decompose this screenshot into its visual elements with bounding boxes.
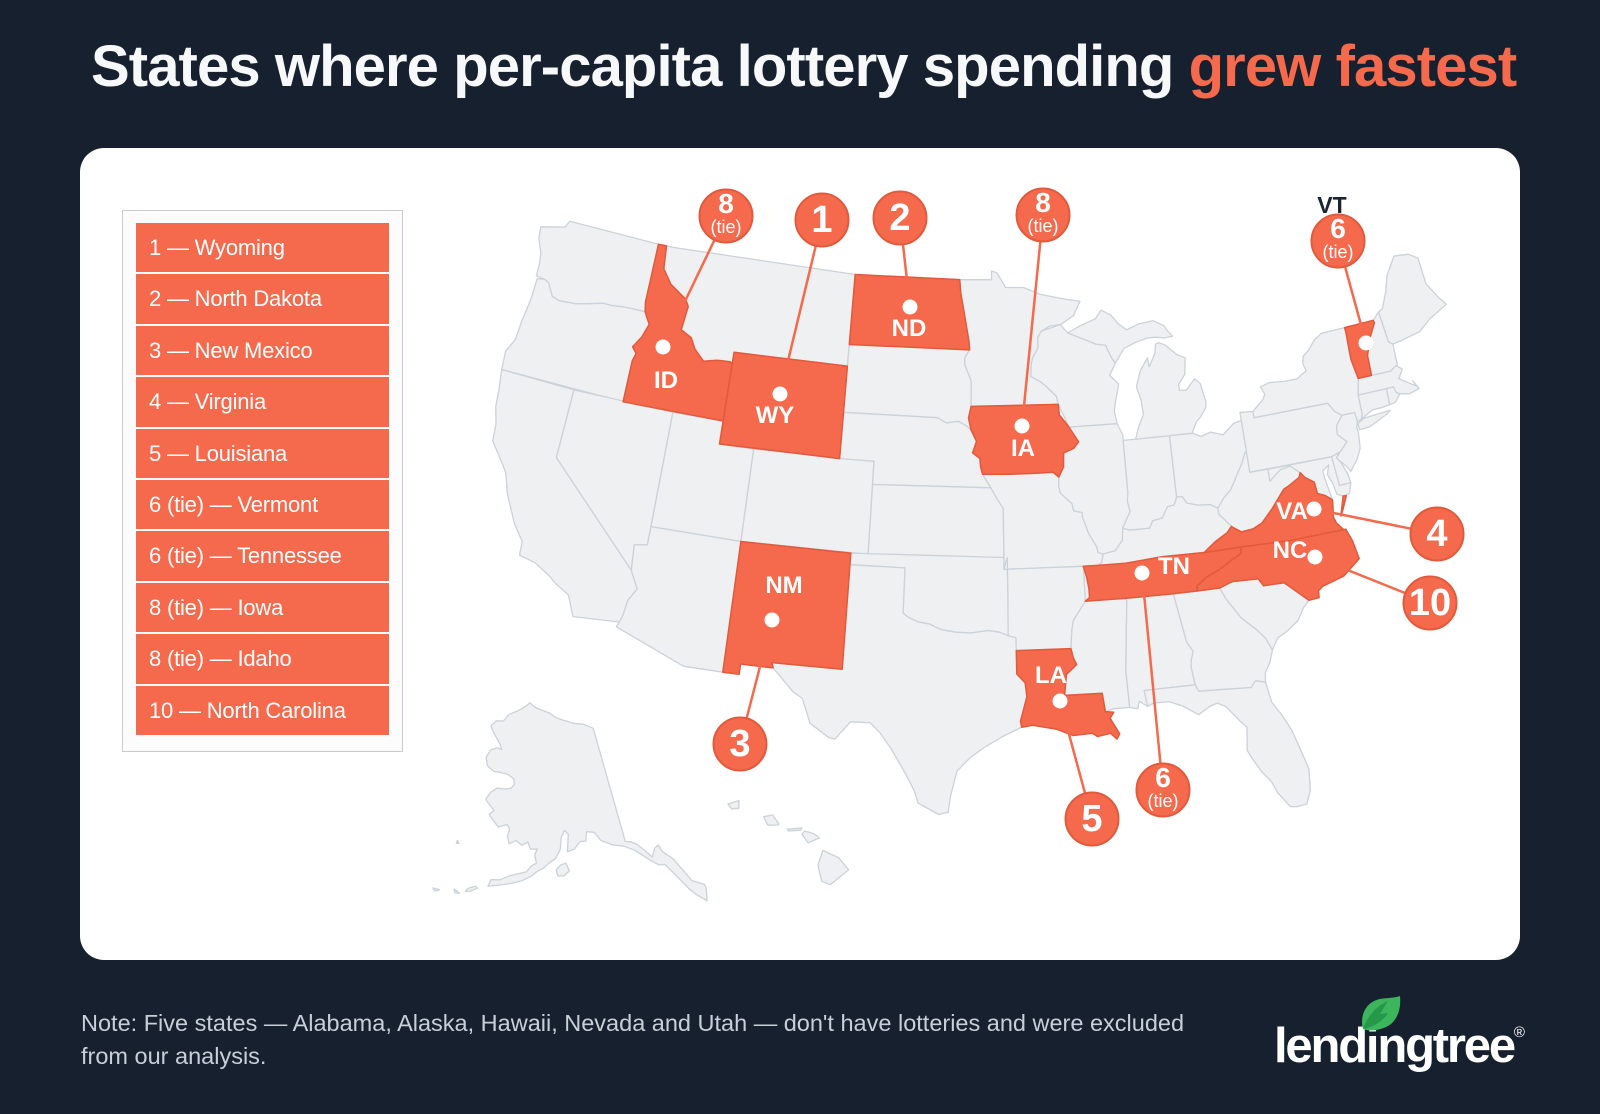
svg-text:ID: ID (654, 367, 678, 394)
svg-text:8: 8 (718, 188, 734, 219)
svg-text:TN: TN (1158, 553, 1190, 580)
svg-text:WY: WY (756, 402, 795, 429)
svg-text:(tie): (tie) (711, 217, 742, 237)
svg-text:2: 2 (889, 197, 910, 239)
svg-text:(tie): (tie) (1323, 242, 1354, 262)
svg-text:NM: NM (765, 572, 802, 599)
svg-text:5: 5 (1081, 798, 1102, 840)
svg-text:ND: ND (892, 315, 927, 342)
svg-text:IA: IA (1011, 435, 1035, 462)
svg-text:LA: LA (1035, 662, 1067, 689)
svg-text:NC: NC (1273, 537, 1308, 564)
svg-text:3: 3 (729, 723, 750, 765)
svg-text:8: 8 (1035, 187, 1051, 218)
svg-text:4: 4 (1426, 513, 1447, 555)
svg-text:1: 1 (811, 199, 832, 241)
svg-text:10: 10 (1409, 582, 1451, 624)
svg-text:VT: VT (1317, 192, 1346, 218)
svg-text:VA: VA (1276, 498, 1308, 525)
svg-text:(tie): (tie) (1148, 791, 1179, 811)
svg-text:6: 6 (1330, 213, 1346, 244)
svg-text:(tie): (tie) (1028, 216, 1059, 236)
svg-text:6: 6 (1155, 762, 1171, 793)
